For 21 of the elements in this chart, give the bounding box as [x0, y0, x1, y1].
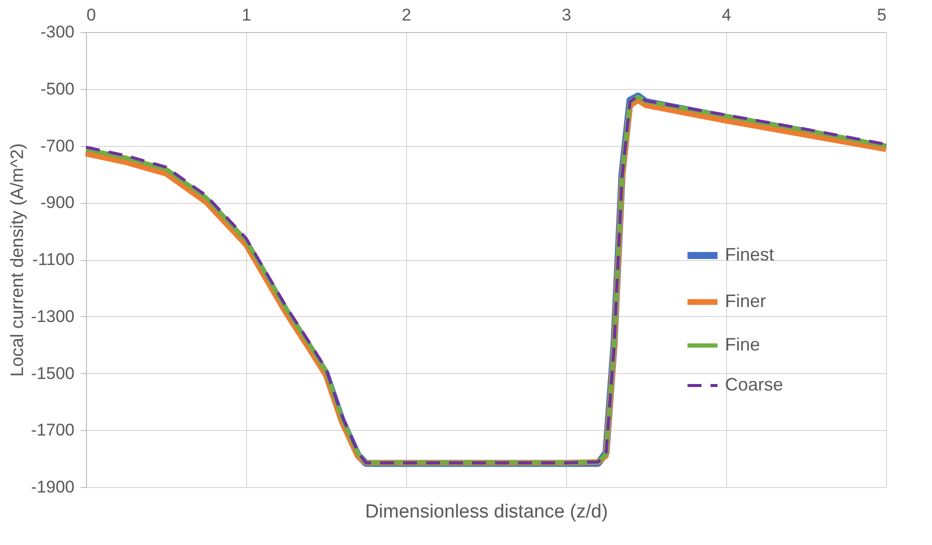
y-tick-label: -700	[40, 136, 74, 156]
x-tick-label: 0	[86, 6, 96, 24]
x-tick-label: 5	[877, 6, 886, 24]
x-tick-label: 1	[242, 6, 252, 24]
y-tick-label: -1700	[31, 420, 74, 440]
y-tick-label: -900	[40, 193, 74, 212]
legend-label: Finest	[725, 244, 774, 264]
legend-label: Fine	[725, 334, 760, 354]
x-axis-title: Dimensionless distance (z/d)	[365, 502, 608, 522]
y-tick-label: -1100	[32, 250, 74, 269]
y-tick-label: -1500	[31, 364, 74, 383]
x-tick-label: 3	[562, 6, 572, 24]
legend-label: Finer	[725, 291, 766, 311]
legend-label: Coarse	[725, 374, 784, 394]
y-tick-label: -1300	[31, 306, 74, 326]
y-axis-title: Local current density (A/m^2)	[7, 143, 28, 377]
x-tick-label: 2	[402, 6, 412, 24]
y-tick-label: -300	[40, 22, 74, 42]
y-tick-label: -500	[40, 79, 74, 98]
y-tick-label: -1900	[31, 478, 74, 496]
x-tick-label: 4	[722, 6, 732, 24]
